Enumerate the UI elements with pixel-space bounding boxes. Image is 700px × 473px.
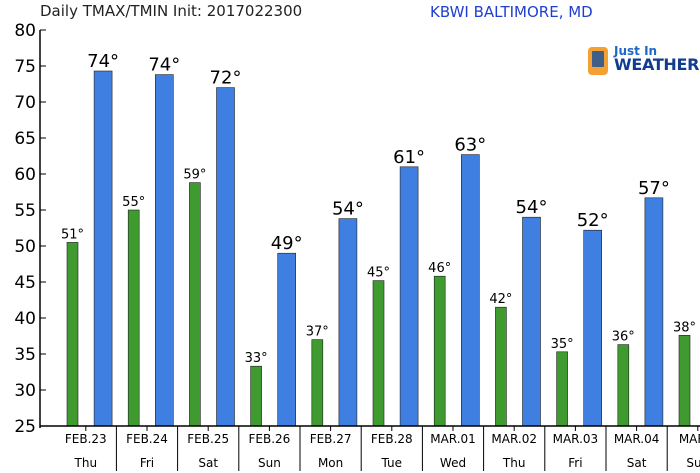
tmin-bar [372,280,385,427]
axes-layer: 25 30 35 40 45 50 55 60 65 70 75 80 FEB.23 Thu FEB.24 F… [14,21,700,471]
tmax-value-label: 72° [210,68,242,89]
tmin-value-label: 36° [612,330,635,345]
x-day-label: Wed [440,456,466,470]
tmin-value-label: 45° [367,266,390,281]
x-date-label: MAR.02 [491,432,537,446]
x-day-label: Thu [74,456,98,470]
x-day-label: Sat [198,456,218,470]
logo-text-line1: Just In [614,44,658,58]
tmin-value-label: 37° [306,325,329,340]
y-tick-label: 70 [14,93,36,113]
tmin-value-label: 46° [428,261,451,276]
tmin-bar [433,275,446,427]
tmin-value-label: 33° [245,351,268,366]
y-tick-label: 25 [14,417,36,437]
tmin-value-label: 35° [551,337,574,352]
logo-text-line2: WEATHER [614,55,700,74]
tmin-value-label: 59° [183,168,206,183]
tmin-value-label: 42° [489,292,512,307]
y-tick-label: 45 [14,273,36,293]
x-day-label: Fri [140,456,154,470]
bar-labels-layer: 51° 74° 55° 74° 59° 72° 33° 49° 37° 54° 45° 61° 46° 6… [61,51,696,366]
tmin-bar [66,242,79,427]
tmax-bar [93,70,113,427]
tmin-bar [556,351,568,427]
y-tick-label: 65 [14,129,36,149]
tmin-value-label: 55° [122,195,145,210]
tmax-bar [399,166,419,427]
just-in-weather-logo: Just In WEATHER [586,44,699,80]
tmin-bar [617,344,630,427]
x-date-label: MAR.0 [679,432,700,446]
tmax-value-label: 74° [148,55,180,76]
phone-icon [588,47,608,75]
y-tick-label: 55 [14,201,36,221]
tmin-bar [678,334,691,427]
y-tick-label: 30 [14,381,36,401]
tmin-bar [311,339,324,427]
station-name: KBWI BALTIMORE, MD [430,3,593,21]
x-date-label: FEB.23 [65,432,107,446]
tmax-value-label: 49° [271,233,303,254]
x-date-label: FEB.28 [371,432,413,446]
tmax-value-label: 52° [577,210,609,231]
tmin-bar [250,365,262,427]
tmin-bar [189,182,201,427]
y-tick-label: 35 [14,345,36,365]
tmax-value-label: 74° [87,51,119,72]
x-day-label: Sun [258,456,281,470]
x-day-label: Fri [568,456,582,470]
tmax-bar [460,154,480,427]
tmax-value-label: 57° [638,178,670,199]
x-day-label: Thu [502,456,526,470]
tmax-value-label: 61° [393,147,425,168]
tmax-value-label: 63° [454,135,486,156]
x-date-label: FEB.25 [187,432,229,446]
x-day-label: Mon [318,456,343,470]
x-day-label: Sun [686,456,700,470]
tmax-bar [644,197,664,427]
tmax-bar [277,252,297,427]
tmin-value-label: 51° [61,227,84,242]
x-day-label: Tue [381,456,403,470]
bars-layer [66,70,691,427]
tmax-bar [338,218,358,427]
tmin-bar [127,209,140,427]
tmax-bar [522,216,541,427]
x-date-label: MAR.04 [614,432,660,446]
y-tick-label: 75 [14,57,36,77]
y-tick-label: 60 [14,165,36,185]
x-date-label: MAR.01 [430,432,476,446]
x-date-label: FEB.27 [310,432,352,446]
y-tick-label: 80 [14,21,36,41]
x-day-label: Sat [627,456,647,470]
tmax-value-label: 54° [516,197,548,218]
chart-title: Daily TMAX/TMIN Init: 2017022300 [40,2,303,20]
tmin-value-label: 38° [673,320,696,335]
x-date-label: FEB.24 [126,432,168,446]
tmax-value-label: 54° [332,199,364,220]
tmin-bar [495,306,507,427]
x-date-label: FEB.26 [248,432,290,446]
tmax-bar [155,74,174,427]
tmax-bar [216,87,235,427]
y-tick-label: 40 [14,309,36,329]
y-tick-label: 50 [14,237,36,257]
tmax-bar [583,229,603,427]
x-date-label: MAR.03 [553,432,599,446]
